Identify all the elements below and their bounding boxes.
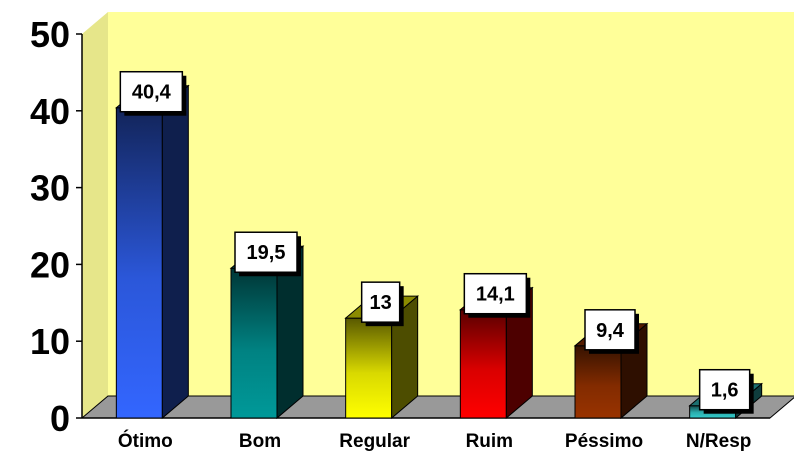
bar-front: [574, 345, 622, 419]
category-label: N/Resp: [686, 431, 751, 452]
data-label-box: [360, 281, 401, 323]
y-tick-label: 50: [30, 14, 70, 55]
data-label-text: 13: [370, 292, 392, 314]
data-label-4: 9,4: [584, 309, 639, 354]
y-tick-label: 10: [30, 321, 70, 362]
data-labels: 40,4 19,5 13 14,1 9,4 1,6: [119, 70, 754, 414]
data-label-text: 9,4: [596, 320, 625, 342]
y-tick-label: 30: [30, 168, 70, 209]
data-label-box: [234, 231, 298, 273]
data-label-2: 13: [360, 281, 404, 327]
data-label-3: 14,1: [463, 272, 531, 318]
category-label: Regular: [339, 431, 410, 452]
y-tick-label: 20: [30, 244, 70, 285]
data-label-5: 1,6: [698, 368, 754, 414]
floor: [80, 395, 794, 419]
side-wall: [82, 12, 108, 418]
category-label: Ótimo: [118, 430, 173, 452]
y-tick-label: 0: [50, 398, 70, 439]
data-label-0: 40,4: [119, 70, 187, 116]
bar-0: [114, 84, 190, 420]
data-label-text: 19,5: [247, 242, 286, 264]
back-wall: [108, 12, 794, 396]
data-label-text: 14,1: [476, 284, 515, 306]
data-label-text: 1,6: [711, 380, 739, 402]
bar-front: [230, 267, 278, 419]
category-label: Bom: [239, 431, 281, 452]
data-label-box: [698, 368, 751, 411]
x-axis-categories: Ótimo Bom Regular Ruim Péssimo N/Resp: [118, 430, 752, 452]
bar-side: [161, 84, 189, 420]
y-axis: 0 10 20 30 40 50: [30, 14, 770, 439]
data-label-box: [119, 70, 184, 113]
data-label-box: [584, 309, 636, 351]
bar-front: [459, 309, 507, 419]
data-label-text: 40,4: [132, 82, 172, 104]
data-label-1: 19,5: [234, 231, 301, 277]
y-tick-label: 40: [30, 91, 70, 132]
bar-front: [115, 107, 163, 419]
category-label: Ruim: [466, 431, 514, 452]
bar-front: [345, 317, 393, 419]
data-label-box: [463, 272, 528, 315]
category-label: Péssimo: [565, 431, 643, 452]
